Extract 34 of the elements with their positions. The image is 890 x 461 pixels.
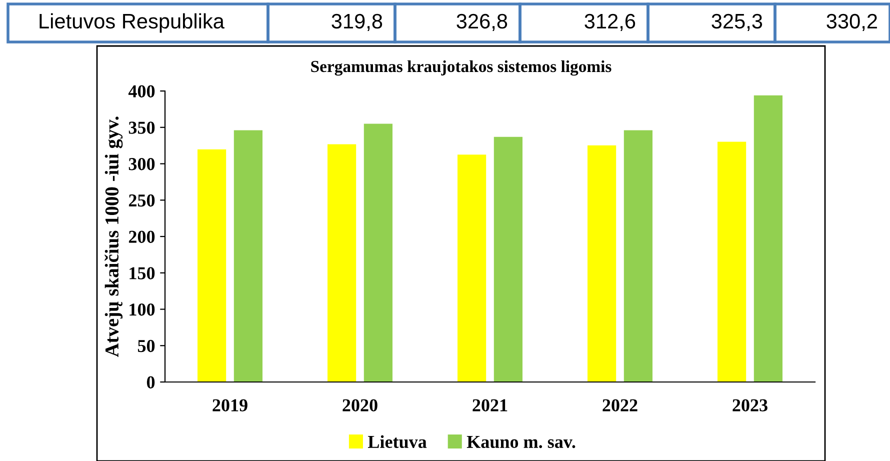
y-axis-title: Atvejų skaičius 1000 -iui gyv. <box>104 116 123 358</box>
bar <box>754 95 782 382</box>
text: 326,8 <box>456 14 508 32</box>
text: 319,8 <box>332 14 382 32</box>
bar <box>198 149 226 382</box>
bar <box>494 136 522 382</box>
y-tick-label: 100 <box>130 304 155 316</box>
y-tick-label: 50 <box>138 340 155 352</box>
y-tick-label: 200 <box>128 230 155 243</box>
bar <box>588 145 616 382</box>
y-tick-label: 350 <box>128 122 155 134</box>
legend-label: Kauno m. sav. <box>466 436 576 448</box>
y-tick-label: 0 <box>146 376 155 388</box>
x-tick-label: 2019 <box>212 399 248 412</box>
y-tick-label: 250 <box>128 194 155 207</box>
bar <box>364 124 392 382</box>
y-tick-label: 400 <box>128 85 155 98</box>
text: 330,2 <box>826 14 877 32</box>
bar <box>328 144 356 382</box>
x-tick-label: 2022 <box>602 399 638 412</box>
legend-label: Lietuva <box>368 435 427 448</box>
x-tick-label: 2020 <box>342 399 378 412</box>
y-tick-label: 150 <box>130 267 155 280</box>
text: 312,6 <box>584 14 636 32</box>
bar <box>458 154 486 382</box>
y-tick-label: 300 <box>128 158 155 170</box>
bar <box>718 142 746 382</box>
text: 325,3 <box>712 14 762 32</box>
chart-title: Sergamumas kraujotakos sistemos ligomis <box>311 60 612 76</box>
bar <box>234 130 262 382</box>
bar <box>624 130 652 382</box>
x-tick-label: 2021 <box>472 399 508 412</box>
text: Lietuvos Respublika <box>40 13 224 33</box>
x-tick-label: 2023 <box>732 399 768 412</box>
